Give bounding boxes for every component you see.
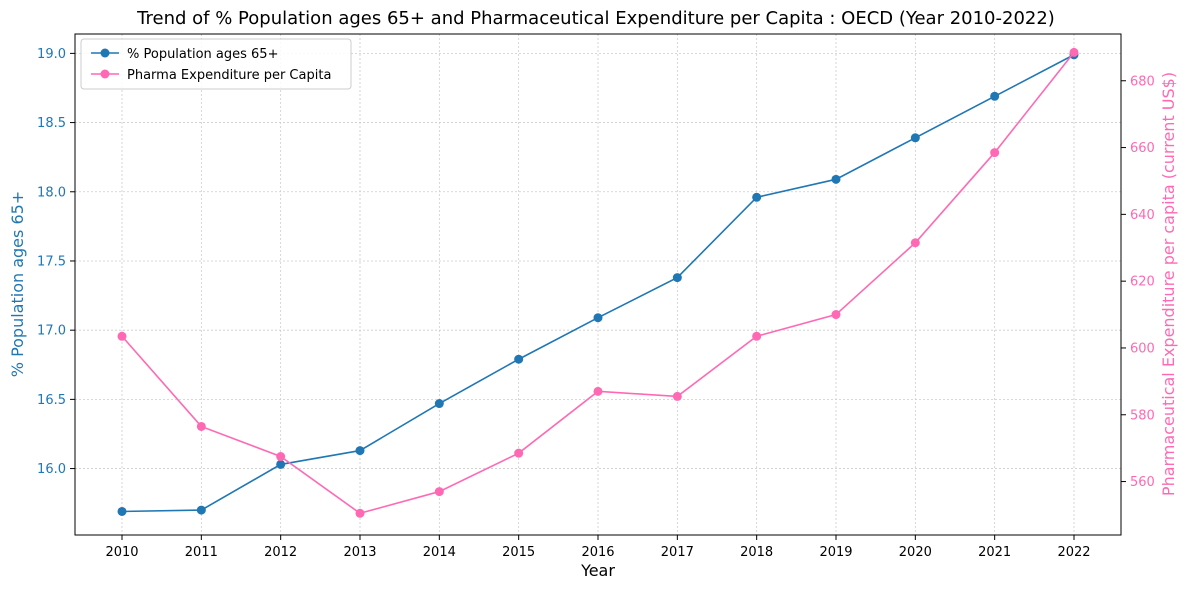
- y-right-tick-label: 660: [1130, 141, 1155, 156]
- data-point-series-0: [990, 91, 1000, 101]
- data-point-series-1: [276, 452, 286, 462]
- data-point-series-0: [831, 174, 841, 184]
- y-left-tick-label: 16.5: [37, 393, 66, 408]
- data-point-series-1: [434, 487, 444, 497]
- y-right-tick-label: 640: [1130, 208, 1155, 223]
- data-point-series-1: [752, 331, 762, 341]
- data-point-series-1: [910, 238, 920, 248]
- chart-title: Trend of % Population ages 65+ and Pharm…: [136, 8, 1055, 29]
- legend-marker-population: [100, 48, 110, 58]
- legend-label-pharma: Pharma Expenditure per Capita: [127, 68, 331, 83]
- legend-marker-pharma: [100, 69, 110, 79]
- y-right-tick-label: 560: [1130, 475, 1155, 490]
- y-axis-left: 16.0 16.5 17.0 17.5 18.0 18.5 19.0: [37, 47, 75, 477]
- data-point-series-0: [910, 133, 920, 143]
- data-point-series-0: [593, 313, 603, 323]
- gridlines: [75, 34, 1121, 535]
- x-tick-label: 2010: [105, 545, 138, 560]
- y-left-tick-label: 17.0: [37, 324, 66, 339]
- y-axis-right: 560 580 600 620 640 660 680: [1121, 74, 1155, 490]
- x-tick-label: 2019: [819, 545, 852, 560]
- data-point-series-0: [514, 354, 524, 364]
- y-axis-right-title: Pharmaceutical Expenditure per capita (c…: [1159, 72, 1178, 496]
- y-left-tick-label: 19.0: [37, 47, 66, 62]
- x-tick-label: 2018: [740, 545, 773, 560]
- x-tick-label: 2022: [1057, 545, 1090, 560]
- y-right-tick-label: 580: [1130, 408, 1155, 423]
- y-right-tick-label: 680: [1130, 74, 1155, 89]
- y-left-tick-label: 18.5: [37, 116, 66, 131]
- data-point-series-0: [434, 399, 444, 409]
- y-left-tick-label: 16.0: [37, 462, 66, 477]
- legend-label-population: % Population ages 65+: [127, 47, 278, 62]
- x-tick-label: 2021: [978, 545, 1011, 560]
- x-tick-label: 2016: [581, 545, 614, 560]
- data-point-series-1: [196, 421, 206, 431]
- x-tick-label: 2020: [899, 545, 932, 560]
- data-point-series-1: [355, 508, 365, 518]
- y-axis-left-title: % Population ages 65+: [8, 191, 27, 377]
- data-point-series-0: [117, 506, 127, 516]
- x-tick-label: 2014: [423, 545, 456, 560]
- legend: % Population ages 65+ Pharma Expenditure…: [80, 38, 352, 90]
- x-tick-label: 2017: [661, 545, 694, 560]
- data-point-series-0: [752, 192, 762, 202]
- data-point-series-1: [672, 391, 682, 401]
- y-right-tick-label: 600: [1130, 341, 1155, 356]
- data-point-series-0: [276, 459, 286, 469]
- y-right-tick-label: 620: [1130, 275, 1155, 290]
- x-axis: 2010 2011 2012 2013 2014 2015 2016 2017 2018 2019…: [105, 535, 1091, 560]
- data-point-series-1: [117, 331, 127, 341]
- legend-box: [80, 38, 352, 90]
- data-point-series-1: [990, 148, 1000, 158]
- x-tick-label: 2013: [343, 545, 376, 560]
- x-tick-label: 2015: [502, 545, 535, 560]
- series-layer: [117, 47, 1079, 518]
- y-left-tick-label: 18.0: [37, 185, 66, 200]
- data-point-series-0: [355, 446, 365, 456]
- data-point-series-1: [514, 448, 524, 458]
- data-point-series-1: [1069, 47, 1079, 57]
- data-point-series-1: [593, 386, 603, 396]
- x-tick-label: 2011: [185, 545, 218, 560]
- x-tick-label: 2012: [264, 545, 297, 560]
- data-point-series-0: [672, 273, 682, 283]
- data-point-series-1: [831, 310, 841, 320]
- x-axis-title: Year: [580, 561, 615, 580]
- data-point-series-0: [196, 505, 206, 515]
- y-left-tick-label: 17.5: [37, 254, 66, 269]
